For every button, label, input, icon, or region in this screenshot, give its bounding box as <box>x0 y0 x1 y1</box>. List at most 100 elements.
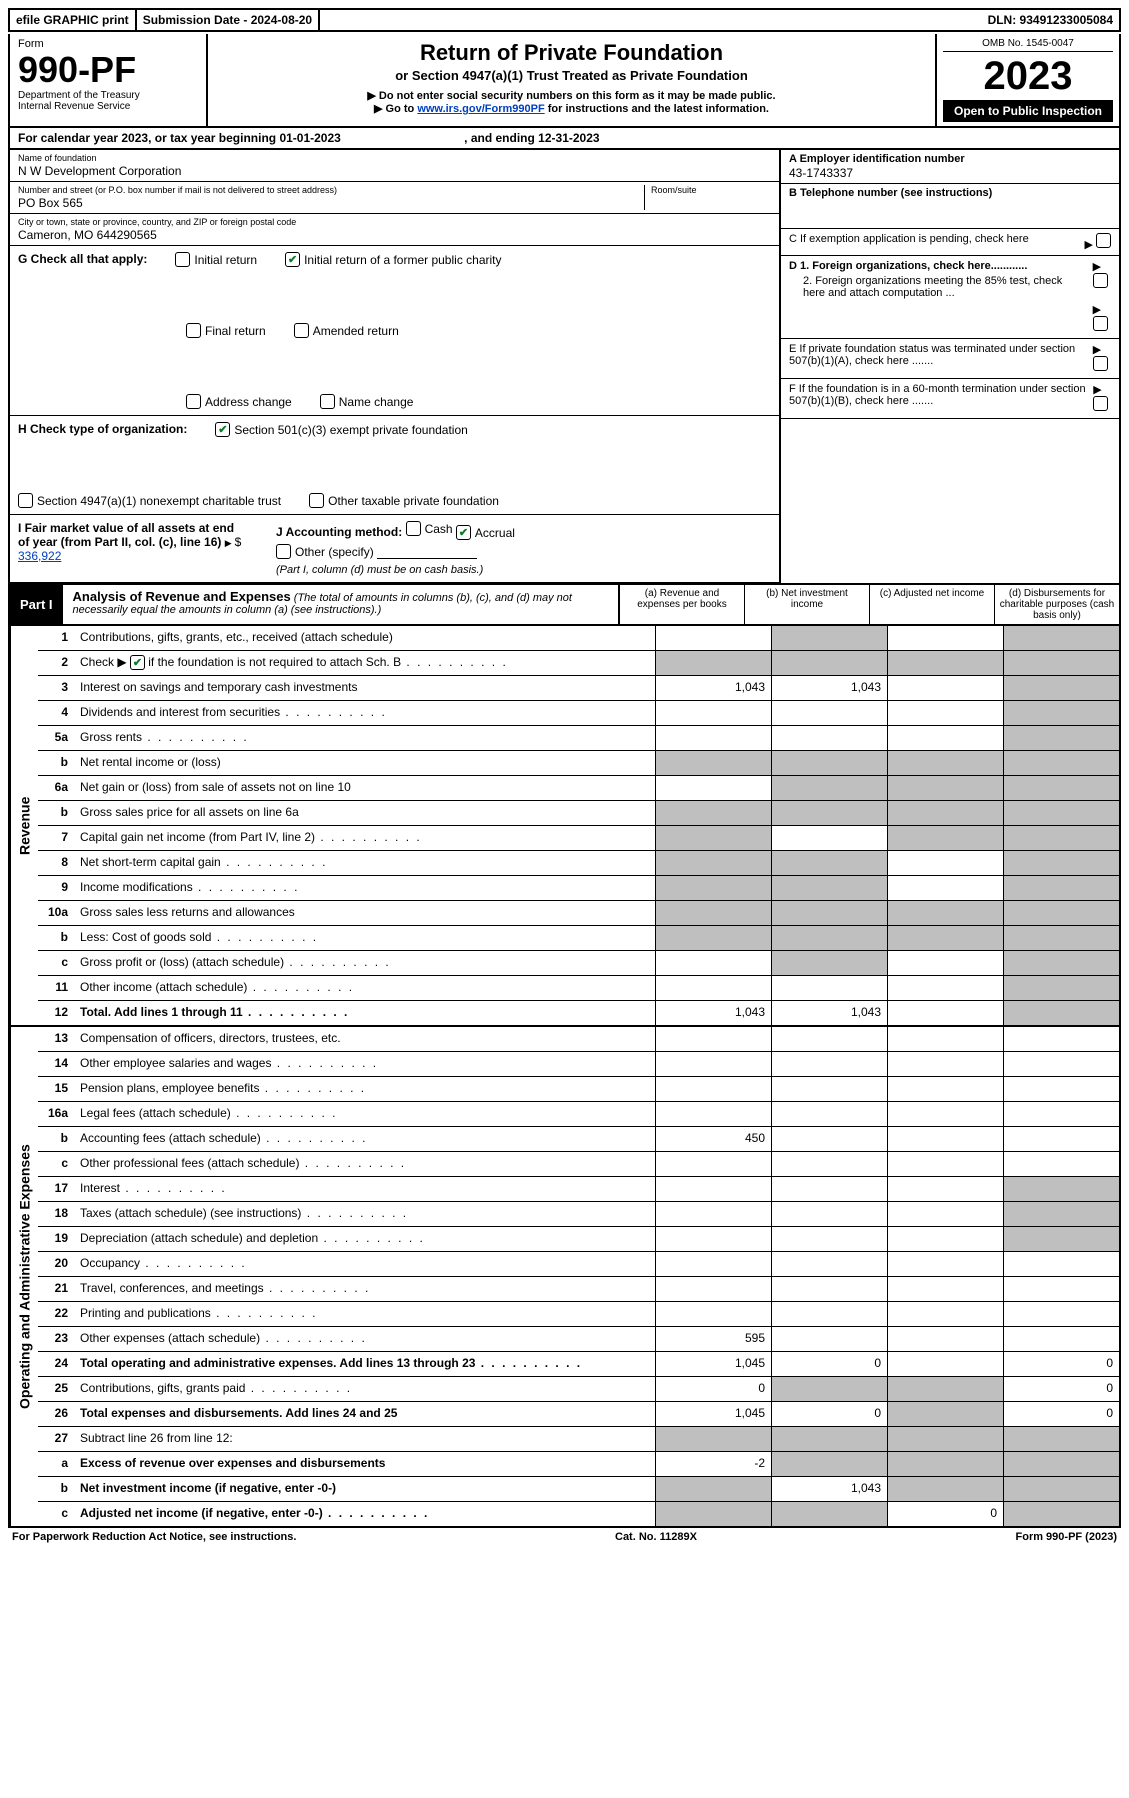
cb-sch-b[interactable] <box>130 655 145 670</box>
row-27b: bNet investment income (if negative, ent… <box>38 1476 1119 1501</box>
yearline-post: , and ending 12-31-2023 <box>464 131 599 145</box>
cb-section-f[interactable] <box>1093 396 1108 411</box>
footer-left: For Paperwork Reduction Act Notice, see … <box>12 1531 296 1543</box>
g-opt-5: Name change <box>339 395 414 409</box>
c-label: C If exemption application is pending, c… <box>789 233 1029 245</box>
row-17: 17Interest <box>38 1176 1119 1201</box>
telephone-cell: B Telephone number (see instructions) <box>781 184 1119 229</box>
cb-section-e[interactable] <box>1093 356 1108 371</box>
col-b-header: (b) Net investment income <box>744 585 869 624</box>
row-16a: 16aLegal fees (attach schedule) <box>38 1101 1119 1126</box>
cb-501c3[interactable]: Section 501(c)(3) exempt private foundat… <box>215 422 467 437</box>
info-right: A Employer identification number 43-1743… <box>779 150 1119 583</box>
cb-accrual[interactable]: Accrual <box>456 525 515 540</box>
dln: DLN: 93491233005084 <box>982 10 1119 30</box>
row-8: 8Net short-term capital gain <box>38 850 1119 875</box>
cb-final-return[interactable]: Final return <box>186 323 266 338</box>
g-opt-4: Address change <box>205 395 292 409</box>
row-1: 1Contributions, gifts, grants, etc., rec… <box>38 626 1119 650</box>
fmv-link[interactable]: 336,922 <box>18 549 61 563</box>
row-5a: 5aGross rents <box>38 725 1119 750</box>
ein-cell: A Employer identification number 43-1743… <box>781 150 1119 184</box>
j-accrual: Accrual <box>475 526 515 540</box>
form-title: Return of Private Foundation <box>218 40 925 66</box>
section-g: G Check all that apply: Initial return I… <box>10 246 779 416</box>
section-c: C If exemption application is pending, c… <box>781 229 1119 256</box>
irs-link[interactable]: www.irs.gov/Form990PF <box>417 103 544 115</box>
row-10c: cGross profit or (loss) (attach schedule… <box>38 950 1119 975</box>
cb-other-taxable[interactable]: Other taxable private foundation <box>309 493 499 508</box>
r2-post: if the foundation is not required to att… <box>148 655 401 669</box>
h-opt-1: Section 501(c)(3) exempt private foundat… <box>234 423 467 437</box>
row-26: 26Total expenses and disbursements. Add … <box>38 1401 1119 1426</box>
row-9: 9Income modifications <box>38 875 1119 900</box>
cb-amended-return[interactable]: Amended return <box>294 323 399 338</box>
row-15: 15Pension plans, employee benefits <box>38 1076 1119 1101</box>
ein-value: 43-1743337 <box>789 166 1111 180</box>
form-header: Form 990-PF Department of the Treasury I… <box>8 34 1121 128</box>
dept-irs: Internal Revenue Service <box>18 101 198 112</box>
instruction-1: ▶ Do not enter social security numbers o… <box>218 89 925 102</box>
row-18: 18Taxes (attach schedule) (see instructi… <box>38 1201 1119 1226</box>
g-opt-0: Initial return <box>194 253 257 267</box>
cb-d2[interactable] <box>1093 316 1108 331</box>
r2-pre: Check ▶ <box>80 655 127 669</box>
header-right: OMB No. 1545-0047 2023 Open to Public In… <box>937 34 1119 126</box>
row-27: 27Subtract line 26 from line 12: <box>38 1426 1119 1451</box>
city-label: City or town, state or province, country… <box>18 217 771 227</box>
row-23: 23Other expenses (attach schedule)595 <box>38 1326 1119 1351</box>
form-subtitle: or Section 4947(a)(1) Trust Treated as P… <box>218 68 925 83</box>
cb-initial-return[interactable]: Initial return <box>175 252 257 267</box>
cb-4947a1[interactable]: Section 4947(a)(1) nonexempt charitable … <box>18 493 281 508</box>
h-opt-2: Section 4947(a)(1) nonexempt charitable … <box>37 494 281 508</box>
g-opt-2: Final return <box>205 324 266 338</box>
dept-treasury: Department of the Treasury <box>18 90 198 101</box>
top-bar: efile GRAPHIC print Submission Date - 20… <box>8 8 1121 32</box>
row-12: 12Total. Add lines 1 through 111,0431,04… <box>38 1000 1119 1025</box>
row-6a: 6aNet gain or (loss) from sale of assets… <box>38 775 1119 800</box>
page-footer: For Paperwork Reduction Act Notice, see … <box>8 1528 1121 1546</box>
foundation-name-cell: Name of foundation N W Development Corpo… <box>10 150 779 182</box>
cb-cash[interactable]: Cash <box>406 521 453 536</box>
row-27c: cAdjusted net income (if negative, enter… <box>38 1501 1119 1526</box>
cb-section-c[interactable] <box>1096 233 1111 248</box>
cb-other-method[interactable]: Other (specify) <box>276 544 374 559</box>
expenses-side-label: Operating and Administrative Expenses <box>10 1027 38 1526</box>
row-14: 14Other employee salaries and wages <box>38 1051 1119 1076</box>
revenue-section: Revenue 1Contributions, gifts, grants, e… <box>8 626 1121 1027</box>
col-c-header: (c) Adjusted net income <box>869 585 994 624</box>
cb-d1[interactable] <box>1093 273 1108 288</box>
cb-name-change[interactable]: Name change <box>320 394 414 409</box>
expenses-section: Operating and Administrative Expenses 13… <box>8 1027 1121 1528</box>
row-7: 7Capital gain net income (from Part IV, … <box>38 825 1119 850</box>
omb-number: OMB No. 1545-0047 <box>943 38 1113 52</box>
row-4: 4Dividends and interest from securities <box>38 700 1119 725</box>
j-other: Other (specify) <box>295 545 374 559</box>
d2-label: 2. Foreign organizations meeting the 85%… <box>803 275 1062 299</box>
section-e: E If private foundation status was termi… <box>781 339 1119 379</box>
row-27a: aExcess of revenue over expenses and dis… <box>38 1451 1119 1476</box>
row-10a: 10aGross sales less returns and allowanc… <box>38 900 1119 925</box>
city-cell: City or town, state or province, country… <box>10 214 779 246</box>
city-value: Cameron, MO 644290565 <box>18 228 771 242</box>
row-25: 25Contributions, gifts, grants paid00 <box>38 1376 1119 1401</box>
name-label: Name of foundation <box>18 153 771 163</box>
instr2-pre: ▶ Go to <box>374 103 417 115</box>
revenue-rows: 1Contributions, gifts, grants, etc., rec… <box>38 626 1119 1025</box>
cb-address-change[interactable]: Address change <box>186 394 292 409</box>
ein-label: A Employer identification number <box>789 153 1111 165</box>
row-19: 19Depreciation (attach schedule) and dep… <box>38 1226 1119 1251</box>
row-24: 24Total operating and administrative exp… <box>38 1351 1119 1376</box>
j-label: J Accounting method: <box>276 525 402 539</box>
info-left: Name of foundation N W Development Corpo… <box>10 150 779 583</box>
h-label: H Check type of organization: <box>18 422 187 437</box>
part1-desc: Analysis of Revenue and Expenses (The to… <box>63 585 618 624</box>
column-headers: (a) Revenue and expenses per books (b) N… <box>618 585 1119 624</box>
footer-mid: Cat. No. 11289X <box>615 1531 697 1543</box>
cb-initial-former[interactable]: Initial return of a former public charit… <box>285 252 501 267</box>
e-label: E If private foundation status was termi… <box>789 343 1087 367</box>
h-opt-3: Other taxable private foundation <box>328 494 499 508</box>
addr-label: Number and street (or P.O. box number if… <box>18 185 644 195</box>
section-h: H Check type of organization: Section 50… <box>10 416 779 515</box>
info-section: Name of foundation N W Development Corpo… <box>8 150 1121 585</box>
